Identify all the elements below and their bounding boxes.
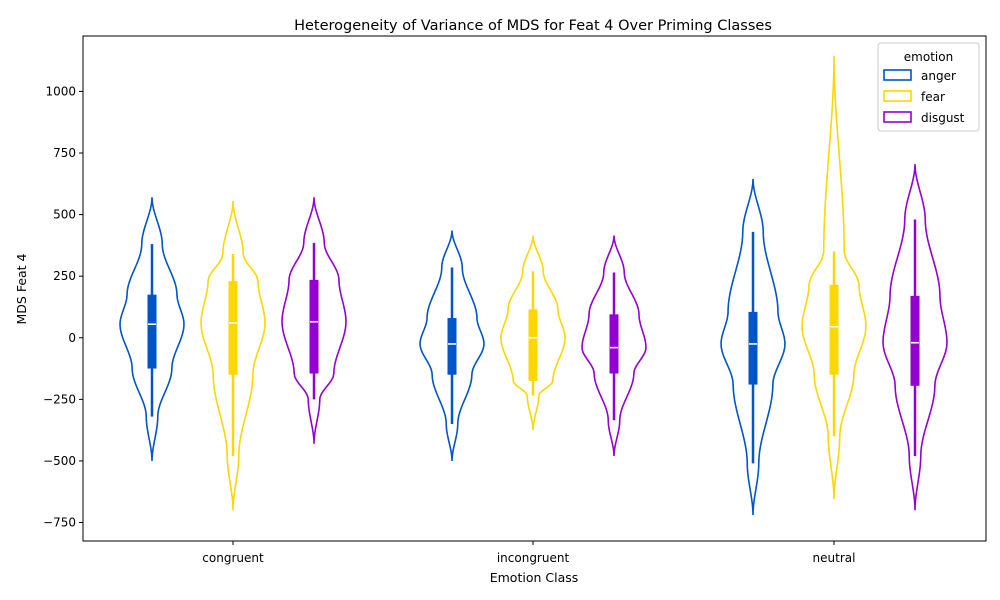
legend-swatch-anger — [883, 69, 912, 81]
iqr-box-anger-congruent — [147, 294, 157, 369]
iqr-box-disgust-incongruent — [609, 314, 619, 374]
legend-swatch-disgust — [883, 111, 912, 123]
legend-label-disgust: disgust — [921, 111, 965, 125]
violin-disgust-congruent — [281, 197, 347, 444]
x-tick-label: congruent — [202, 551, 264, 565]
y-tick-label: −750 — [43, 516, 76, 530]
y-axis-label: MDS Feat 4 — [14, 253, 29, 324]
y-tick-label: 1000 — [45, 84, 76, 98]
violin-anger-neutral — [720, 178, 786, 516]
y-tick-label: −500 — [43, 454, 76, 468]
x-tick-label: neutral — [813, 551, 856, 565]
legend: emotion anger fear disgust — [877, 42, 980, 132]
x-tick-label: incongruent — [497, 551, 570, 565]
violin-disgust-neutral — [882, 164, 948, 511]
legend-label-anger: anger — [921, 69, 956, 83]
iqr-box-fear-incongruent — [528, 309, 538, 381]
violin-fear-incongruent — [500, 235, 566, 431]
plot-frame — [82, 35, 987, 542]
legend-box — [877, 42, 980, 132]
y-tick-label: 250 — [53, 269, 76, 283]
y-tick-label: −250 — [43, 392, 76, 406]
y-tick-label: 0 — [68, 331, 76, 345]
legend-title: emotion — [904, 50, 953, 64]
iqr-box-fear-congruent — [228, 281, 238, 375]
violin-disgust-incongruent — [581, 235, 647, 457]
iqr-box-disgust-neutral — [910, 295, 920, 386]
iqr-box-disgust-congruent — [309, 279, 319, 374]
violin-anger-congruent — [119, 197, 185, 461]
y-tick-label: 500 — [53, 208, 76, 222]
iqr-box-anger-incongruent — [447, 318, 457, 375]
violin-layer — [119, 55, 948, 516]
legend-swatch-fear — [883, 90, 912, 102]
axes: −750 −500 −250 0 250 500 750 1000 congruent incon… — [43, 84, 855, 565]
x-axis-label: Emotion Class — [490, 570, 579, 585]
y-tick-label: 750 — [53, 146, 76, 160]
iqr-box-fear-neutral — [829, 284, 839, 375]
violin-anger-incongruent — [419, 230, 485, 461]
iqr-box-anger-neutral — [748, 311, 758, 385]
chart-title: Heterogeneity of Variance of MDS for Fea… — [294, 18, 772, 34]
violin-fear-congruent — [200, 201, 266, 511]
legend-label-fear: fear — [921, 90, 945, 104]
violin-fear-neutral — [801, 55, 867, 500]
